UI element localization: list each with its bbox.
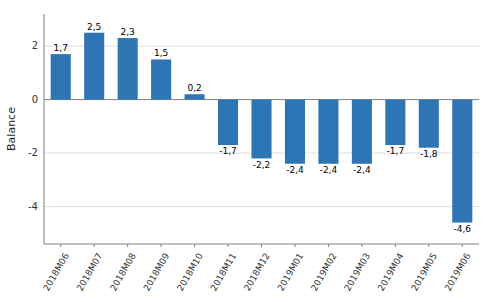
- bar: [452, 100, 472, 223]
- bar: [419, 100, 439, 148]
- x-tick-label: 2018M07: [75, 251, 105, 292]
- x-tick: [161, 244, 162, 247]
- bar: [352, 100, 372, 164]
- bar: [218, 100, 238, 145]
- x-tick: [462, 244, 463, 247]
- data-label: -1,8: [420, 149, 438, 159]
- x-tick: [228, 244, 229, 247]
- data-label: -2,4: [286, 165, 304, 175]
- x-tick: [194, 244, 195, 247]
- data-label: 1,7: [54, 43, 68, 53]
- x-tick-label: 2019M02: [309, 251, 339, 292]
- x-tick: [361, 244, 362, 247]
- y-tick-label: 2: [32, 40, 38, 51]
- x-tick-label: 2019M06: [443, 251, 473, 293]
- data-label: 0,2: [187, 83, 201, 93]
- data-label: 1,5: [154, 48, 168, 58]
- x-tick-label: 2018M09: [142, 251, 172, 293]
- x-tick-label: 2019M01: [276, 251, 306, 292]
- data-label: -1,7: [387, 146, 405, 156]
- bar: [251, 100, 271, 159]
- bar: [385, 100, 405, 145]
- bar: [151, 59, 171, 99]
- data-label: -4,6: [453, 224, 471, 234]
- x-tick: [94, 244, 95, 247]
- data-label: -2,4: [353, 165, 371, 175]
- y-axis-line: [44, 14, 45, 244]
- x-tick: [60, 244, 61, 247]
- x-tick-label: 2019M05: [409, 251, 439, 292]
- x-tick-label: 2019M03: [342, 251, 372, 292]
- x-tick: [328, 244, 329, 247]
- y-axis-label: Balance: [5, 107, 18, 151]
- x-tick: [395, 244, 396, 247]
- bar: [318, 100, 338, 164]
- x-tick: [294, 244, 295, 247]
- bars: [51, 33, 473, 223]
- grid-line: [44, 206, 479, 207]
- data-label: -2,2: [253, 160, 271, 170]
- bar: [185, 94, 205, 99]
- data-label: 2,3: [120, 27, 134, 37]
- y-tick-label: -4: [28, 201, 38, 212]
- x-tick-label: 2018M08: [108, 251, 138, 293]
- chart-container: -4 -2 0 2 1,7 2,5 2,3 1,5 0,2 -1,7 -2,2 -2,4 -2,4 -2,…: [0, 0, 491, 302]
- grid: [44, 46, 479, 206]
- x-tick-label: 2018M10: [175, 251, 205, 293]
- bar: [285, 100, 305, 164]
- chart-svg: -4 -2 0 2 1,7 2,5 2,3 1,5 0,2 -1,7 -2,2 -2,4 -2,4 -2,…: [0, 0, 491, 302]
- x-tick: [127, 244, 128, 247]
- bar: [51, 54, 71, 99]
- grid-line: [44, 46, 479, 47]
- data-label: -1,7: [219, 146, 237, 156]
- x-tick-label: 2018M11: [209, 251, 239, 292]
- data-label: 2,5: [87, 22, 101, 32]
- bar: [84, 33, 104, 100]
- x-tick: [428, 244, 429, 247]
- x-tick-label: 2018M06: [41, 251, 71, 293]
- bar: [118, 38, 138, 100]
- data-label: -2,4: [320, 165, 338, 175]
- x-tick: [261, 244, 262, 247]
- y-tick-label: -2: [28, 147, 38, 158]
- x-tick-label: 2018M12: [242, 251, 272, 292]
- y-tick-label: 0: [32, 94, 38, 105]
- x-tick-label: 2019M04: [376, 251, 406, 293]
